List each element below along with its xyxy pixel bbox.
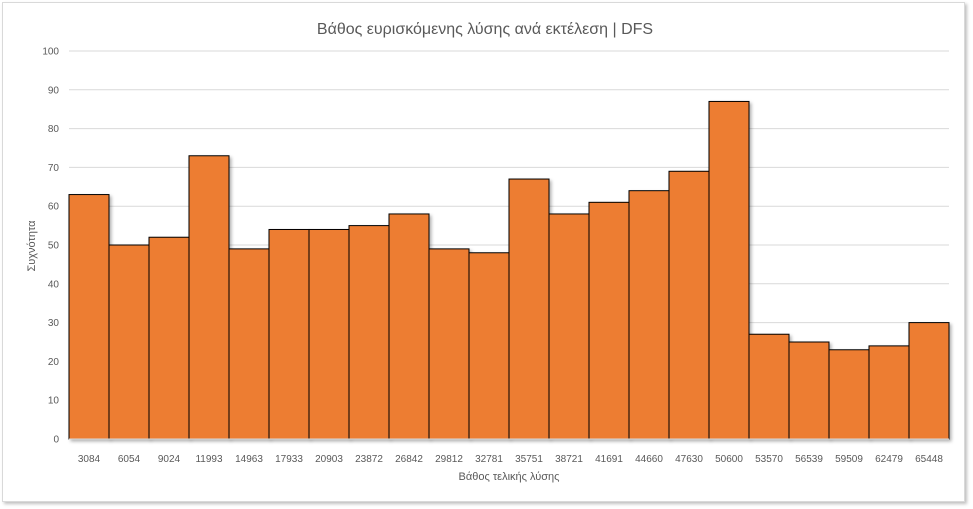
x-tick-label: 50600 bbox=[715, 454, 743, 465]
y-tick-label: 70 bbox=[48, 163, 60, 174]
y-tick-label: 30 bbox=[48, 318, 60, 329]
histogram-bar bbox=[388, 213, 430, 440]
y-tick-label: 90 bbox=[48, 85, 60, 96]
x-tick-label: 20903 bbox=[315, 454, 343, 465]
y-tick-label: 10 bbox=[48, 396, 60, 407]
x-tick-label: 38721 bbox=[555, 454, 583, 465]
histogram-bar bbox=[348, 225, 390, 440]
x-tick-label: 62479 bbox=[875, 454, 903, 465]
histogram-bar bbox=[228, 248, 270, 440]
histogram-bar bbox=[908, 322, 950, 440]
y-tick-label: 80 bbox=[48, 124, 60, 135]
chart-frame: Βάθος ευρισκόμενης λύσης ανά εκτέλεση | … bbox=[2, 2, 965, 502]
histogram-bar bbox=[148, 236, 190, 440]
histogram-bar bbox=[68, 194, 110, 440]
x-tick-label: 53570 bbox=[755, 454, 783, 465]
x-tick-label: 59509 bbox=[835, 454, 863, 465]
histogram-bar bbox=[548, 213, 590, 440]
x-tick-label: 65448 bbox=[915, 454, 943, 465]
histogram-bar bbox=[308, 228, 350, 440]
x-tick-label: 32781 bbox=[475, 454, 503, 465]
y-axis-ticks: 0 10 20 30 40 50 60 70 80 90 100 bbox=[42, 47, 59, 446]
histogram-bar bbox=[788, 341, 830, 440]
histogram-bar bbox=[708, 100, 750, 440]
y-tick-label: 50 bbox=[48, 241, 60, 252]
y-tick-label: 40 bbox=[48, 279, 60, 290]
x-tick-label: 35751 bbox=[515, 454, 543, 465]
x-tick-label: 14963 bbox=[235, 454, 263, 465]
x-tick-label: 44660 bbox=[635, 454, 663, 465]
x-tick-label: 23872 bbox=[355, 454, 383, 465]
x-tick-label: 26842 bbox=[395, 454, 423, 465]
x-axis-title: Βάθος τελικής λύσης bbox=[459, 471, 560, 483]
histogram-bar bbox=[188, 155, 230, 440]
x-tick-label: 9024 bbox=[158, 454, 181, 465]
y-tick-label: 0 bbox=[53, 435, 59, 446]
histogram-chart: Βάθος ευρισκόμενης λύσης ανά εκτέλεση | … bbox=[26, 21, 950, 483]
histogram-bar bbox=[508, 178, 550, 440]
x-tick-label: 6054 bbox=[118, 454, 141, 465]
x-tick-label: 29812 bbox=[435, 454, 463, 465]
x-tick-label: 11993 bbox=[195, 454, 223, 465]
y-tick-label: 60 bbox=[48, 202, 60, 213]
bars bbox=[68, 100, 950, 440]
y-tick-label: 20 bbox=[48, 357, 60, 368]
x-axis-ticks: 3084 6054 9024 11993 14963 17933 20903 23872 268… bbox=[78, 454, 943, 465]
histogram-bar bbox=[468, 252, 510, 440]
histogram-bar bbox=[428, 248, 470, 440]
y-axis-title: Συχνότητα bbox=[26, 220, 38, 272]
x-tick-label: 3084 bbox=[78, 454, 101, 465]
histogram-bar bbox=[628, 190, 670, 440]
histogram-bar bbox=[828, 349, 870, 440]
histogram-bar bbox=[268, 228, 310, 440]
x-tick-label: 41691 bbox=[595, 454, 623, 465]
chart-title: Βάθος ευρισκόμενης λύσης ανά εκτέλεση | … bbox=[317, 21, 653, 38]
histogram-bar bbox=[588, 201, 630, 440]
histogram-bar bbox=[868, 345, 910, 440]
x-tick-label: 56539 bbox=[795, 454, 823, 465]
x-tick-label: 17933 bbox=[275, 454, 303, 465]
histogram-bar bbox=[108, 244, 150, 440]
histogram-bar bbox=[748, 333, 790, 440]
y-tick-label: 100 bbox=[42, 47, 59, 58]
histogram-bar bbox=[668, 170, 710, 440]
x-tick-label: 47630 bbox=[675, 454, 703, 465]
